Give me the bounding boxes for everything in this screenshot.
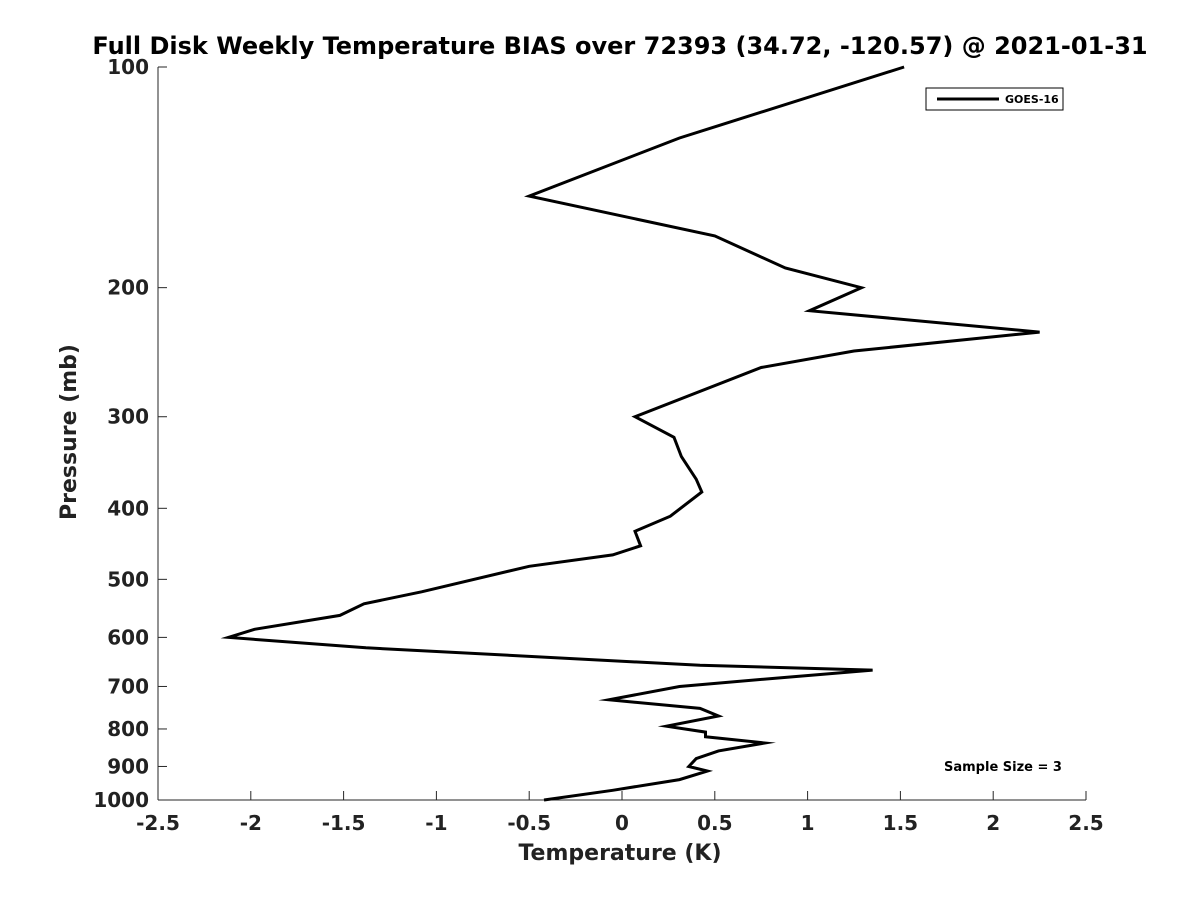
- y-tick-label: 400: [107, 496, 149, 520]
- y-tick-label: 500: [107, 567, 149, 591]
- y-tick-label: 600: [107, 625, 149, 649]
- legend-label: GOES-16: [1005, 93, 1059, 106]
- sample-size-annotation: Sample Size = 3: [944, 760, 1062, 775]
- x-tick-label: -2: [240, 811, 262, 835]
- x-tick-label: 2.5: [1068, 811, 1103, 835]
- x-tick-label: 0.5: [697, 811, 732, 835]
- y-tick-label: 200: [107, 276, 149, 300]
- x-tick-label: 0: [615, 811, 629, 835]
- x-tick-label: -1: [425, 811, 447, 835]
- y-axis-ticks: 100 200 300 400 500 600 700 800 900 1000: [93, 55, 167, 812]
- x-tick-label: 2: [986, 811, 1000, 835]
- x-tick-label: -0.5: [507, 811, 551, 835]
- chart-title: Full Disk Weekly Temperature BIAS over 7…: [92, 32, 1147, 60]
- y-tick-label: 300: [107, 405, 149, 429]
- y-tick-label: 900: [107, 754, 149, 778]
- y-tick-label: 1000: [93, 788, 149, 812]
- series-line-goes-16: [220, 65, 1040, 802]
- y-tick-label: 800: [107, 717, 149, 741]
- y-axis-label: Pressure (mb): [57, 344, 82, 520]
- legend: GOES-16: [925, 87, 1064, 111]
- y-tick-label: 700: [107, 674, 149, 698]
- x-tick-label: -2.5: [136, 811, 180, 835]
- x-tick-label: -1.5: [322, 811, 366, 835]
- x-axis-label: Temperature (K): [518, 841, 721, 866]
- x-axis-ticks: -2.5 -2 -1.5 -1 -0.5 0 0.5 1 1.5 2 2.5: [136, 791, 1104, 835]
- axes: [157, 67, 1086, 801]
- x-tick-label: 1: [801, 811, 815, 835]
- x-tick-label: 1.5: [883, 811, 918, 835]
- series-group: [220, 65, 1040, 802]
- y-tick-label: 100: [107, 55, 149, 79]
